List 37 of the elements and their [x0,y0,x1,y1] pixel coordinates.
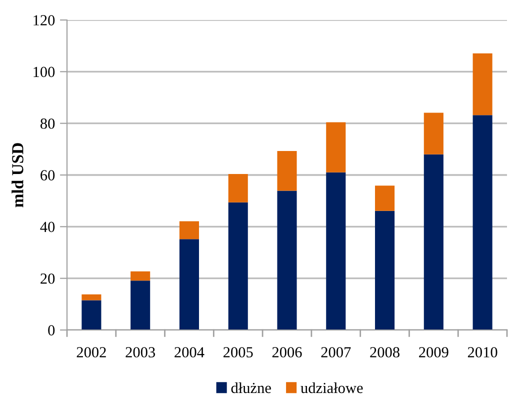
x-tick-label: 2009 [419,347,448,358]
bar [179,239,199,330]
bar [326,172,346,330]
x-tick-label: 2010 [468,347,498,358]
bar [130,280,150,330]
y-tick-label: 40 [40,222,55,232]
bar [228,174,248,202]
bar [228,202,248,330]
x-tick-label: 2007 [321,347,351,358]
bar [179,221,199,240]
bar [130,271,150,281]
y-tick-label: 20 [40,273,55,284]
x-tick-label: 2002 [76,347,106,358]
bar [277,190,297,330]
legend-label: dłużne [231,382,271,394]
bar [277,150,297,191]
x-tick-label: 2003 [126,347,156,358]
x-tick-label: 2008 [370,347,400,358]
bar [472,115,492,330]
bar [424,112,444,154]
bar [375,210,395,330]
bar [424,154,444,330]
bar [326,122,346,172]
y-tick-label: 120 [34,15,55,26]
x-tick-label: 2004 [174,347,204,358]
x-tick-label: 2005 [224,347,253,358]
y-tick-label: 0 [48,325,55,336]
x-tick-label: 2006 [272,347,302,358]
bar [82,300,102,330]
y-axis-title: mld USD [12,143,24,208]
y-tick-label: 80 [40,118,55,129]
y-tick-label: 60 [40,170,55,180]
bar [375,186,395,211]
bar [82,294,102,300]
legend-label: udziałowe [300,382,363,394]
bar [472,53,492,116]
y-tick-label: 100 [34,66,55,78]
